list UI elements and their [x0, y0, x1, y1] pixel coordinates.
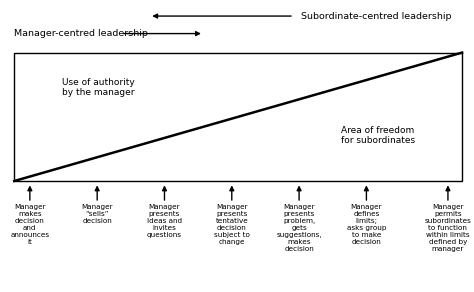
Text: Manager
presents
tentative
decision
subject to
change: Manager presents tentative decision subj…: [214, 204, 250, 245]
Text: Area of freedom
for subordinates: Area of freedom for subordinates: [341, 126, 415, 145]
Bar: [14, 53, 462, 181]
Text: Manager
“sells”
decision: Manager “sells” decision: [82, 204, 113, 224]
Text: Subordinate-centred leadership: Subordinate-centred leadership: [301, 12, 452, 20]
Text: Manager
defines
limits;
asks group
to make
decision: Manager defines limits; asks group to ma…: [346, 204, 386, 245]
Text: Manager
presents
Ideas and
invites
questions: Manager presents Ideas and invites quest…: [147, 204, 182, 238]
Text: Manager
presents
problem,
gets
suggestions,
makes
decision: Manager presents problem, gets suggestio…: [276, 204, 322, 252]
Text: Manager-centred leadership: Manager-centred leadership: [14, 29, 148, 38]
Text: Manager
permits
subordinates
to function
within limits
defined by
manager: Manager permits subordinates to function…: [425, 204, 471, 252]
Text: Use of authority
by the manager: Use of authority by the manager: [62, 78, 134, 97]
Text: Manager
makes
decision
and
announces
it: Manager makes decision and announces it: [10, 204, 49, 245]
